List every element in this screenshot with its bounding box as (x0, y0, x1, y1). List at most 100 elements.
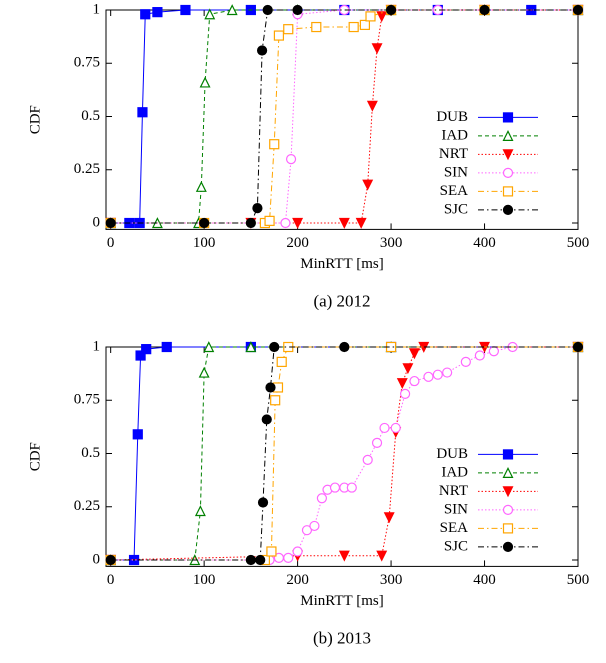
x-tick-label: 100 (193, 235, 216, 251)
marker (199, 76, 211, 88)
marker (105, 217, 116, 229)
chart-title: (a) 2012 (313, 291, 370, 310)
marker (366, 100, 378, 112)
marker (474, 350, 485, 361)
marker (105, 554, 116, 566)
marker (502, 112, 514, 123)
marker (141, 344, 152, 355)
marker (161, 341, 172, 353)
marker (371, 437, 383, 448)
x-tick-label: 0 (107, 572, 115, 588)
marker (140, 9, 151, 20)
marker (269, 341, 280, 353)
x-tick-label: 100 (193, 572, 216, 588)
marker (264, 215, 275, 226)
marker (479, 4, 490, 16)
marker (502, 449, 514, 460)
marker (261, 414, 272, 425)
marker (502, 167, 514, 178)
marker (502, 204, 514, 215)
y-tick-label: 0.25 (74, 161, 100, 177)
marker (132, 429, 143, 440)
marker (338, 217, 350, 229)
legend-label: SIN (444, 501, 468, 517)
marker (359, 19, 370, 31)
marker (276, 356, 287, 368)
marker (362, 179, 374, 191)
marker (245, 554, 256, 566)
legend-label: DUB (436, 109, 468, 125)
chart-title: (b) 2013 (313, 628, 371, 647)
marker (292, 4, 303, 16)
marker (502, 504, 514, 515)
legend-label: DUB (436, 446, 468, 462)
marker (502, 486, 514, 498)
x-tick-label: 400 (473, 235, 496, 251)
marker (402, 363, 414, 375)
y-tick-label: 0.25 (74, 498, 100, 514)
marker (273, 30, 285, 41)
marker (204, 8, 216, 20)
y-axis-label: CDF (27, 442, 43, 471)
marker (180, 4, 191, 16)
x-tick-label: 200 (286, 235, 309, 251)
y-tick-label: 1 (93, 1, 101, 17)
marker (502, 130, 514, 141)
marker (423, 371, 434, 382)
marker (309, 520, 320, 532)
marker (262, 4, 273, 16)
y-tick-label: 0.5 (81, 445, 100, 461)
marker (572, 341, 584, 353)
x-axis-label: MinRTT [ms] (300, 593, 383, 609)
marker (257, 497, 269, 508)
marker (152, 7, 163, 18)
marker (502, 541, 514, 553)
marker (266, 546, 277, 557)
marker (572, 4, 584, 16)
marker (432, 369, 443, 380)
legend-label: NRT (439, 483, 468, 499)
marker (383, 512, 395, 524)
x-tick-label: 400 (473, 572, 496, 588)
marker (502, 186, 514, 197)
y-tick-label: 0.5 (81, 108, 100, 124)
marker (502, 149, 514, 161)
marker (280, 217, 291, 229)
marker (226, 4, 238, 16)
y-axis-label: CDF (27, 105, 43, 134)
legend-label: SJC (444, 538, 468, 554)
series-line (110, 346, 578, 561)
y-tick-label: 0.75 (74, 392, 100, 408)
marker (245, 217, 256, 229)
chart: 0 100 200 300 400 500 0 0.25 0.5 0.75 1 MinRTT [ms]… (27, 1, 589, 310)
marker (399, 388, 411, 399)
series-line (110, 346, 578, 561)
marker (256, 45, 268, 56)
marker (338, 550, 350, 562)
x-tick-label: 300 (380, 572, 403, 588)
marker (292, 217, 304, 229)
marker (362, 454, 373, 465)
marker (502, 467, 514, 478)
x-axis-label: MinRTT [ms] (300, 256, 383, 272)
marker (252, 202, 263, 214)
marker (488, 346, 499, 357)
marker (283, 552, 294, 563)
marker (379, 422, 390, 434)
legend-label: SEA (440, 183, 469, 199)
marker (255, 554, 266, 566)
legend-label: SEA (440, 520, 469, 536)
marker (376, 550, 388, 562)
legend-label: NRT (439, 146, 468, 162)
marker (346, 482, 357, 493)
x-tick-label: 500 (567, 235, 590, 251)
legend-label: IAD (441, 464, 468, 480)
marker (203, 341, 215, 353)
marker (329, 482, 341, 493)
marker (283, 24, 294, 35)
marker (396, 378, 408, 390)
marker (355, 217, 367, 229)
marker (195, 180, 207, 192)
marker (460, 356, 471, 368)
